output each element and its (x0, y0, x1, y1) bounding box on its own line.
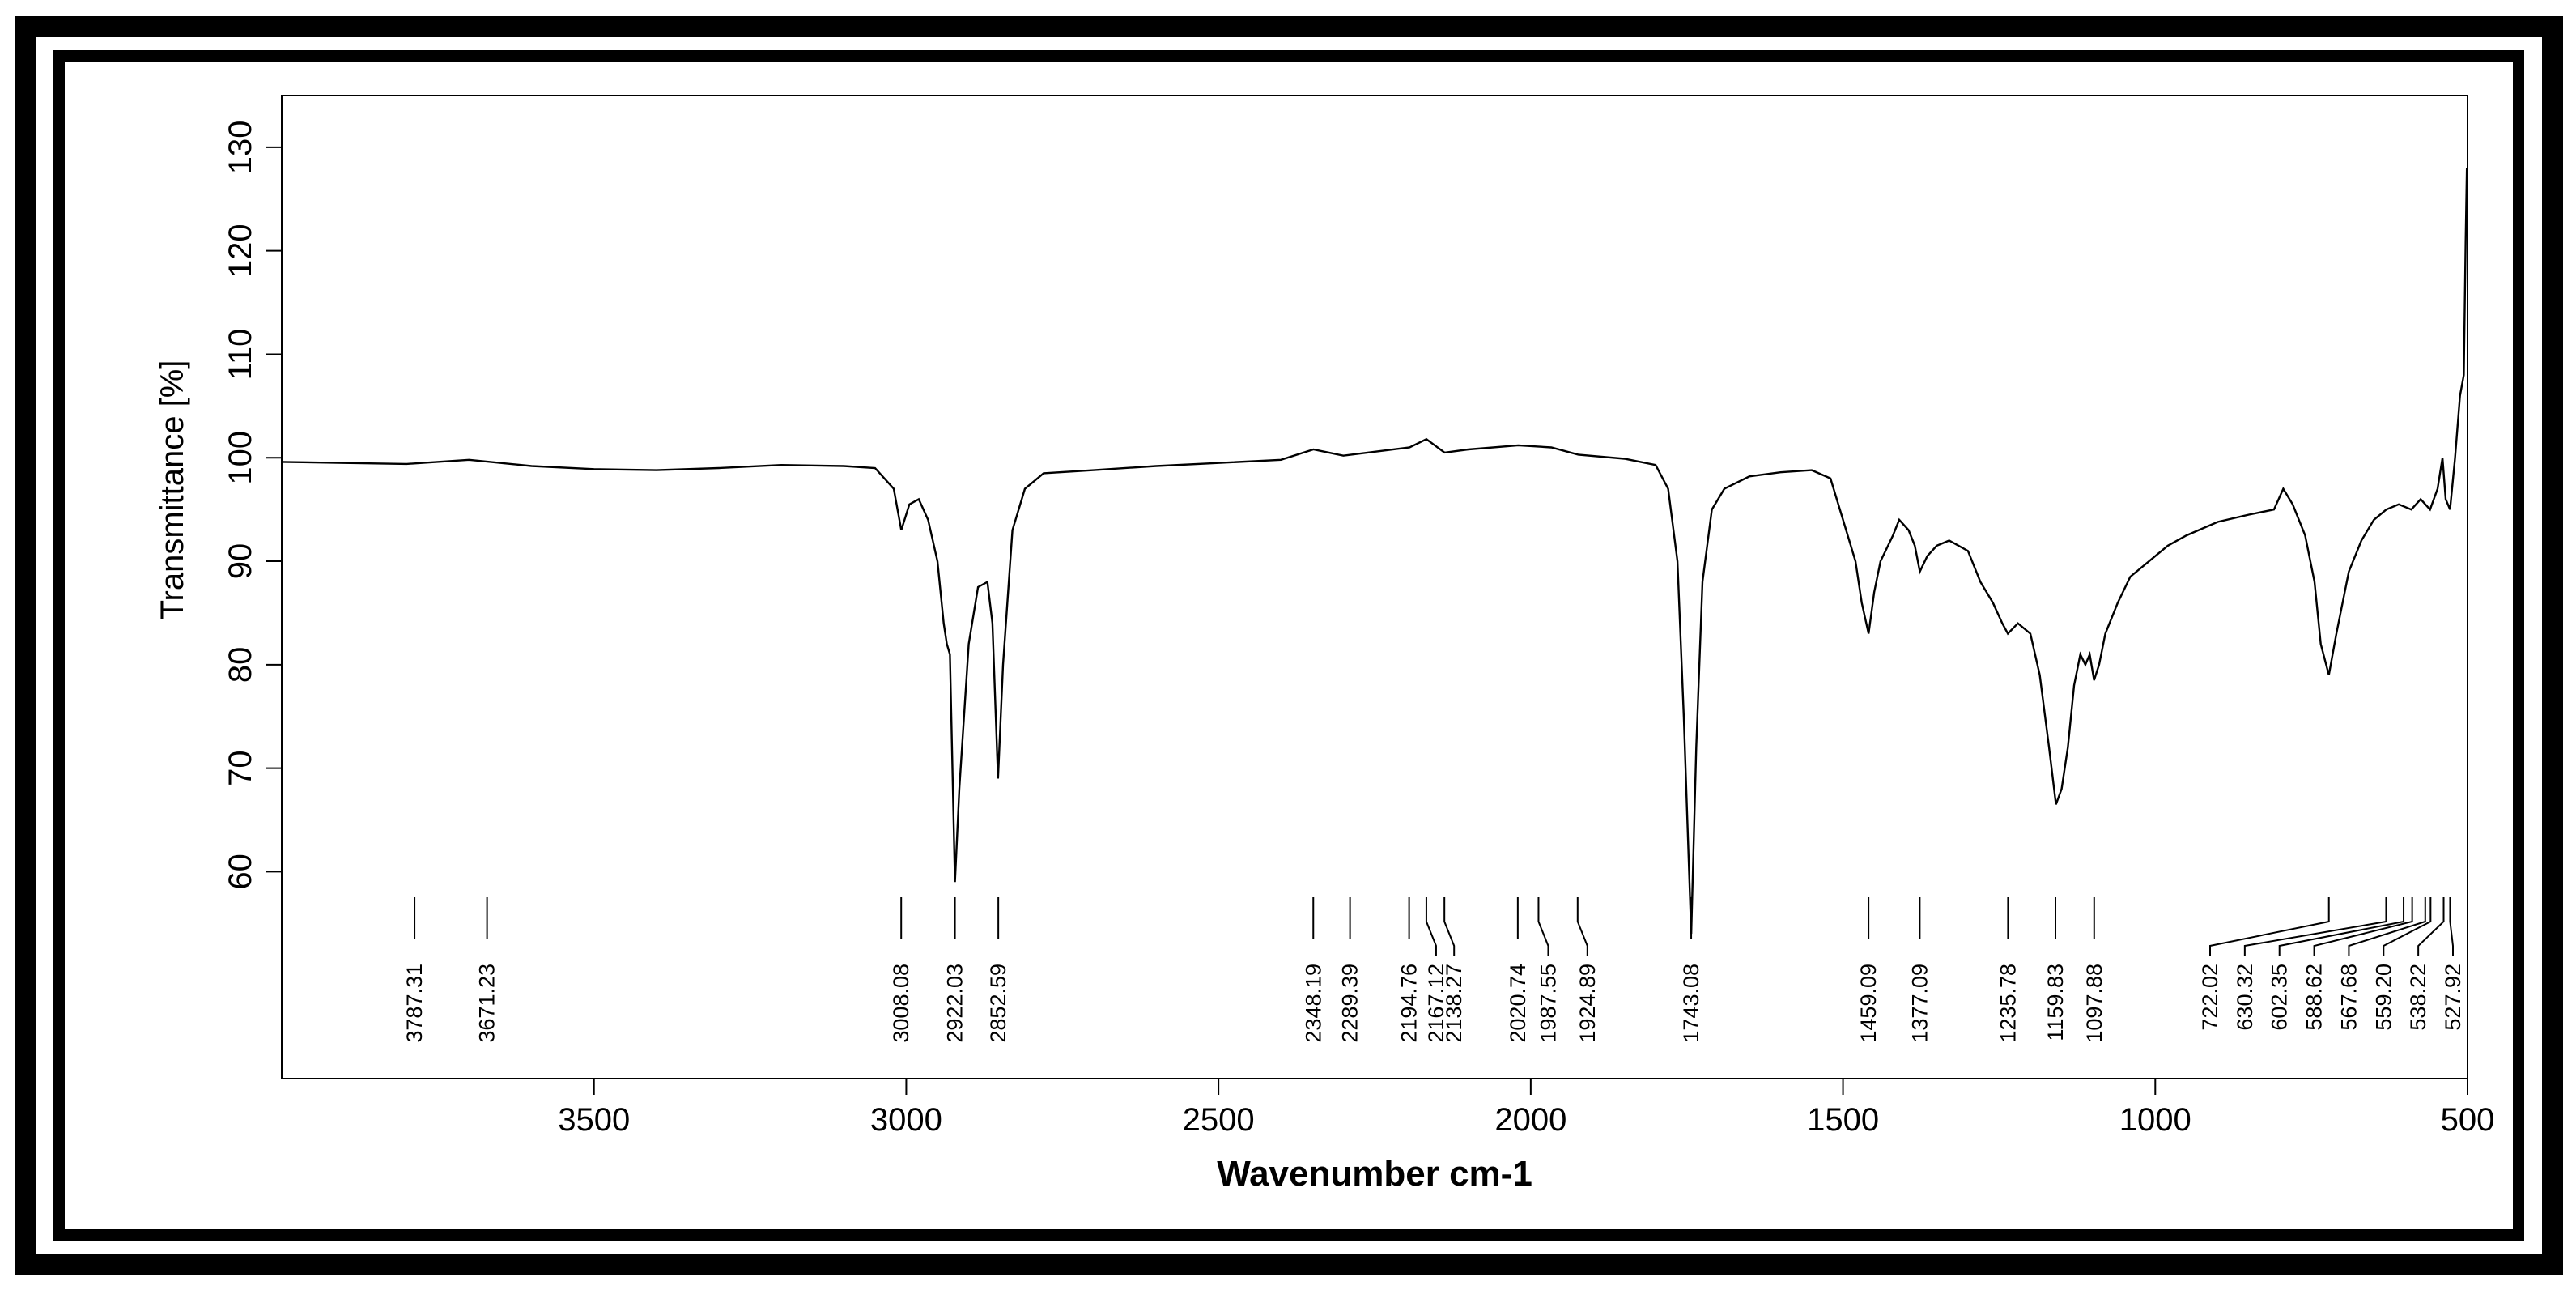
peak-label: 588.62 (2302, 964, 2327, 1031)
peak-marker-line (2449, 897, 2454, 956)
peak-label: 2852.59 (986, 964, 1010, 1043)
peak-label: 2020.74 (1506, 964, 1530, 1043)
peak-marker-line (1537, 897, 1549, 956)
y-tick-label: 130 (223, 121, 258, 175)
x-tick-label: 1000 (2119, 1102, 2191, 1138)
x-axis: 3500 3000 2500 2000 1500 1000 500 (558, 1079, 2494, 1138)
peak-label: 722.02 (2198, 964, 2222, 1031)
peak-label: 2922.03 (943, 964, 967, 1043)
peak-marker-line (2348, 897, 2426, 956)
peak-label: 1459.09 (1856, 964, 1881, 1043)
peak-label: 567.68 (2336, 964, 2361, 1031)
y-tick-label: 100 (223, 431, 258, 485)
peak-label: 559.20 (2371, 964, 2395, 1031)
y-tick-label: 70 (223, 750, 258, 786)
x-axis-title: Wavenumber cm-1 (1217, 1154, 1532, 1194)
peak-marker-line (2278, 897, 2405, 956)
peak-label: 1159.83 (2043, 964, 2068, 1041)
peak-label: 602.35 (2268, 964, 2292, 1031)
y-tick-label: 110 (223, 329, 258, 381)
peak-label: 2348.19 (1301, 964, 1325, 1043)
peak-label: 1377.09 (1907, 964, 1932, 1043)
y-axis: 60 70 80 90 100 110 120 130 (223, 121, 282, 890)
peak-label: 3008.08 (889, 964, 913, 1043)
peak-marker-line (2313, 897, 2413, 956)
peak-label: 630.32 (2233, 964, 2257, 1031)
peak-label: 2138.27 (1442, 964, 1466, 1043)
peak-label: 1235.78 (1996, 964, 2020, 1043)
x-tick-label: 1500 (1807, 1102, 1879, 1138)
y-axis-title: Transmittance [%] (155, 360, 190, 620)
y-tick-label: 120 (223, 224, 258, 278)
inner-frame-border (53, 50, 2524, 1241)
peak-label: 1924.89 (1575, 964, 1600, 1043)
peak-marker-line (2243, 897, 2387, 956)
y-tick-label: 90 (223, 543, 258, 580)
peak-marker-line (2417, 897, 2445, 956)
peak-label: 2194.76 (1397, 964, 1422, 1043)
y-tick-label: 60 (223, 854, 258, 890)
x-tick-label: 3000 (870, 1102, 942, 1138)
peak-marker-line (1576, 897, 1588, 956)
peak-label: 1743.08 (1679, 964, 1703, 1043)
peak-label-group: 3787.31 3671.23 3008.08 2922.03 2852.59 2348.… (402, 897, 2465, 1043)
y-tick-label: 80 (223, 647, 258, 683)
peak-label: 1097.88 (2082, 964, 2106, 1043)
x-tick-label: 2500 (1183, 1102, 1255, 1138)
peak-label: 3671.23 (475, 964, 499, 1043)
peak-label: 3787.31 (402, 964, 427, 1043)
peak-label: 2167.12 (1424, 964, 1448, 1043)
peak-label: 1987.55 (1536, 964, 1560, 1043)
peak-marker-line (1443, 897, 1456, 956)
peak-marker-line (1425, 897, 1437, 956)
peak-marker-line (2383, 897, 2432, 956)
peak-label: 538.22 (2406, 964, 2430, 1031)
x-tick-label: 500 (2441, 1102, 2495, 1138)
peak-label: 2289.39 (1338, 964, 1362, 1043)
peak-marker-line (2209, 897, 2330, 956)
outer-frame-border (15, 16, 2563, 1275)
x-tick-label: 3500 (558, 1102, 630, 1138)
plot-area (281, 95, 2468, 1079)
transmittance-series-line (281, 168, 2468, 935)
peak-label: 527.92 (2441, 964, 2465, 1031)
x-tick-label: 2000 (1494, 1102, 1566, 1138)
